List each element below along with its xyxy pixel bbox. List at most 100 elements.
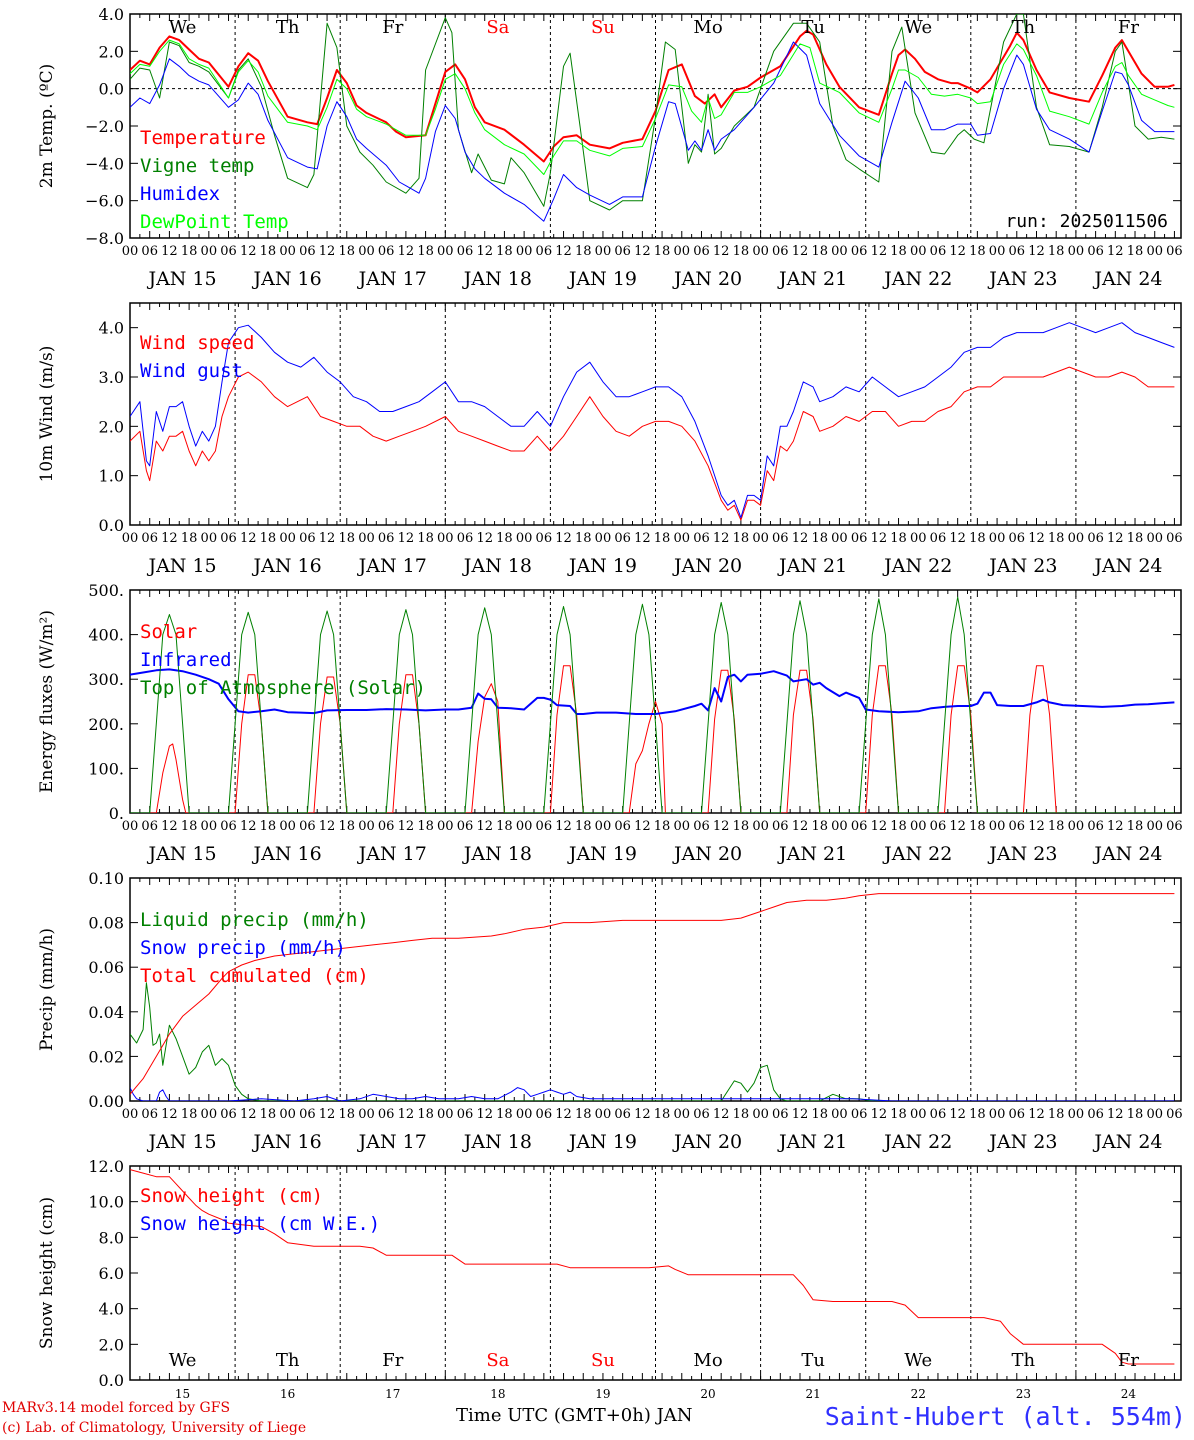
x-hour-label: 06 xyxy=(220,1107,237,1122)
x-date-label: JAN 23 xyxy=(987,1131,1057,1153)
x-hour-label: 12 xyxy=(634,819,651,834)
x-hour-label: 12 xyxy=(240,1107,257,1122)
y-tick-label: 4.0 xyxy=(99,1300,124,1319)
x-hour-label: 06 xyxy=(1009,531,1026,546)
x-hour-label: 06 xyxy=(141,531,158,546)
x-hour-label: 06 xyxy=(299,1107,316,1122)
x-date-label: JAN 15 xyxy=(146,268,216,290)
x-hour-label: 12 xyxy=(1028,1107,1045,1122)
plot-frame xyxy=(129,13,1182,239)
x-date-label: JAN 21 xyxy=(777,843,847,865)
x-date-label: JAN 16 xyxy=(252,1131,322,1153)
x-hour-label: 06 xyxy=(614,819,631,834)
y-tick-label: 0.0 xyxy=(99,1371,124,1390)
x-hour-label: 18 xyxy=(733,1107,750,1122)
x-hour-label: 12 xyxy=(949,819,966,834)
x-hour-label: 00 xyxy=(122,819,139,834)
x-hour-label: 18 xyxy=(890,244,907,259)
series-line-wind-gust xyxy=(130,322,1175,519)
x-hour-label: 00 xyxy=(1068,819,1085,834)
x-date-label: JAN 23 xyxy=(987,843,1057,865)
legend-entry: Infrared xyxy=(140,649,232,671)
x-date-label: JAN 24 xyxy=(1092,555,1162,577)
x-hour-label: 18 xyxy=(890,531,907,546)
x-hour-label: 18 xyxy=(1048,1107,1065,1122)
series-line-dewpoint-temp xyxy=(130,39,1175,175)
x-hour-label: 18 xyxy=(1048,244,1065,259)
weekday-label: Mo xyxy=(693,17,722,38)
x-hour-label: 00 xyxy=(201,819,218,834)
x-hour-label: 12 xyxy=(949,1107,966,1122)
x-date-label: JAN 21 xyxy=(777,268,847,290)
x-hour-label: 18 xyxy=(811,1107,828,1122)
x-hour-label: 00 xyxy=(279,244,296,259)
x-hour-label: 06 xyxy=(1009,1107,1026,1122)
x-hour-label: 12 xyxy=(634,531,651,546)
x-hour-label: 00 xyxy=(437,244,454,259)
x-hour-label: 12 xyxy=(792,531,809,546)
weekday-label: We xyxy=(904,1350,932,1371)
weekday-label: Th xyxy=(276,17,300,38)
legend-entry: Liquid precip (mm/h) xyxy=(140,909,369,931)
x-hour-label: 12 xyxy=(713,1107,730,1122)
x-hour-label: 18 xyxy=(496,244,513,259)
x-hour-label: 06 xyxy=(457,819,474,834)
x-hour-label: 06 xyxy=(457,244,474,259)
y-tick-label: 0.08 xyxy=(88,914,124,933)
x-hour-label: 00 xyxy=(752,244,769,259)
x-hour-label: 18 xyxy=(181,819,198,834)
day-number-label: 15 xyxy=(175,1387,190,1401)
y-tick-label: 0.04 xyxy=(88,1003,124,1022)
x-hour-label: 18 xyxy=(496,819,513,834)
x-hour-label: 00 xyxy=(831,531,848,546)
x-hour-label: 12 xyxy=(240,244,257,259)
model-credit: MARv3.14 model forced by GFS xyxy=(2,1400,231,1416)
x-date-label: JAN 17 xyxy=(357,268,427,290)
x-hour-label: 06 xyxy=(693,244,710,259)
x-hour-label: 06 xyxy=(1087,244,1104,259)
y-axis-label: Snow height (cm) xyxy=(37,1197,57,1349)
x-date-label: JAN 20 xyxy=(672,1131,742,1153)
x-hour-label: 06 xyxy=(220,244,237,259)
x-hour-label: 00 xyxy=(1146,531,1163,546)
x-date-label: JAN 24 xyxy=(1092,1131,1162,1153)
legend-entry: Temperature xyxy=(140,127,266,149)
x-date-label: JAN 16 xyxy=(252,555,322,577)
x-hour-label: 18 xyxy=(181,531,198,546)
x-date-label: JAN 18 xyxy=(462,268,532,290)
x-hour-label: 12 xyxy=(871,244,888,259)
y-tick-label: 2.0 xyxy=(99,1335,124,1354)
x-hour-label: 12 xyxy=(1107,531,1124,546)
x-hour-label: 00 xyxy=(516,819,533,834)
x-hour-label: 06 xyxy=(220,531,237,546)
x-date-label: JAN 18 xyxy=(462,843,532,865)
x-hour-label: 00 xyxy=(358,819,375,834)
legend-entry: Solar xyxy=(140,621,197,643)
x-hour-label: 18 xyxy=(417,1107,434,1122)
x-hour-label: 18 xyxy=(260,531,277,546)
x-hour-label: 00 xyxy=(122,1107,139,1122)
x-hour-label: 12 xyxy=(949,244,966,259)
x-hour-label: 06 xyxy=(614,1107,631,1122)
x-hour-label: 18 xyxy=(575,244,592,259)
x-hour-label: 00 xyxy=(1146,244,1163,259)
weekday-label: Th xyxy=(1012,1350,1036,1371)
x-hour-label: 06 xyxy=(1166,819,1183,834)
x-hour-label: 00 xyxy=(122,531,139,546)
x-hour-label: 06 xyxy=(1009,244,1026,259)
weekday-label: Fr xyxy=(382,1350,403,1371)
y-tick-label: 200. xyxy=(88,715,124,734)
x-hour-label: 06 xyxy=(378,1107,395,1122)
x-date-label: JAN 19 xyxy=(567,1131,637,1153)
day-number-label: 24 xyxy=(1121,1387,1137,1401)
x-hour-label: 18 xyxy=(417,531,434,546)
weekday-label: Fr xyxy=(1118,17,1139,38)
series-line-liquid-precip-mm-h- xyxy=(130,982,1175,1101)
x-hour-label: 00 xyxy=(831,819,848,834)
x-hour-label: 12 xyxy=(398,819,415,834)
x-hour-label: 12 xyxy=(792,819,809,834)
x-hour-label: 18 xyxy=(575,1107,592,1122)
series-line-infrared xyxy=(130,668,1175,715)
x-hour-label: 12 xyxy=(871,1107,888,1122)
